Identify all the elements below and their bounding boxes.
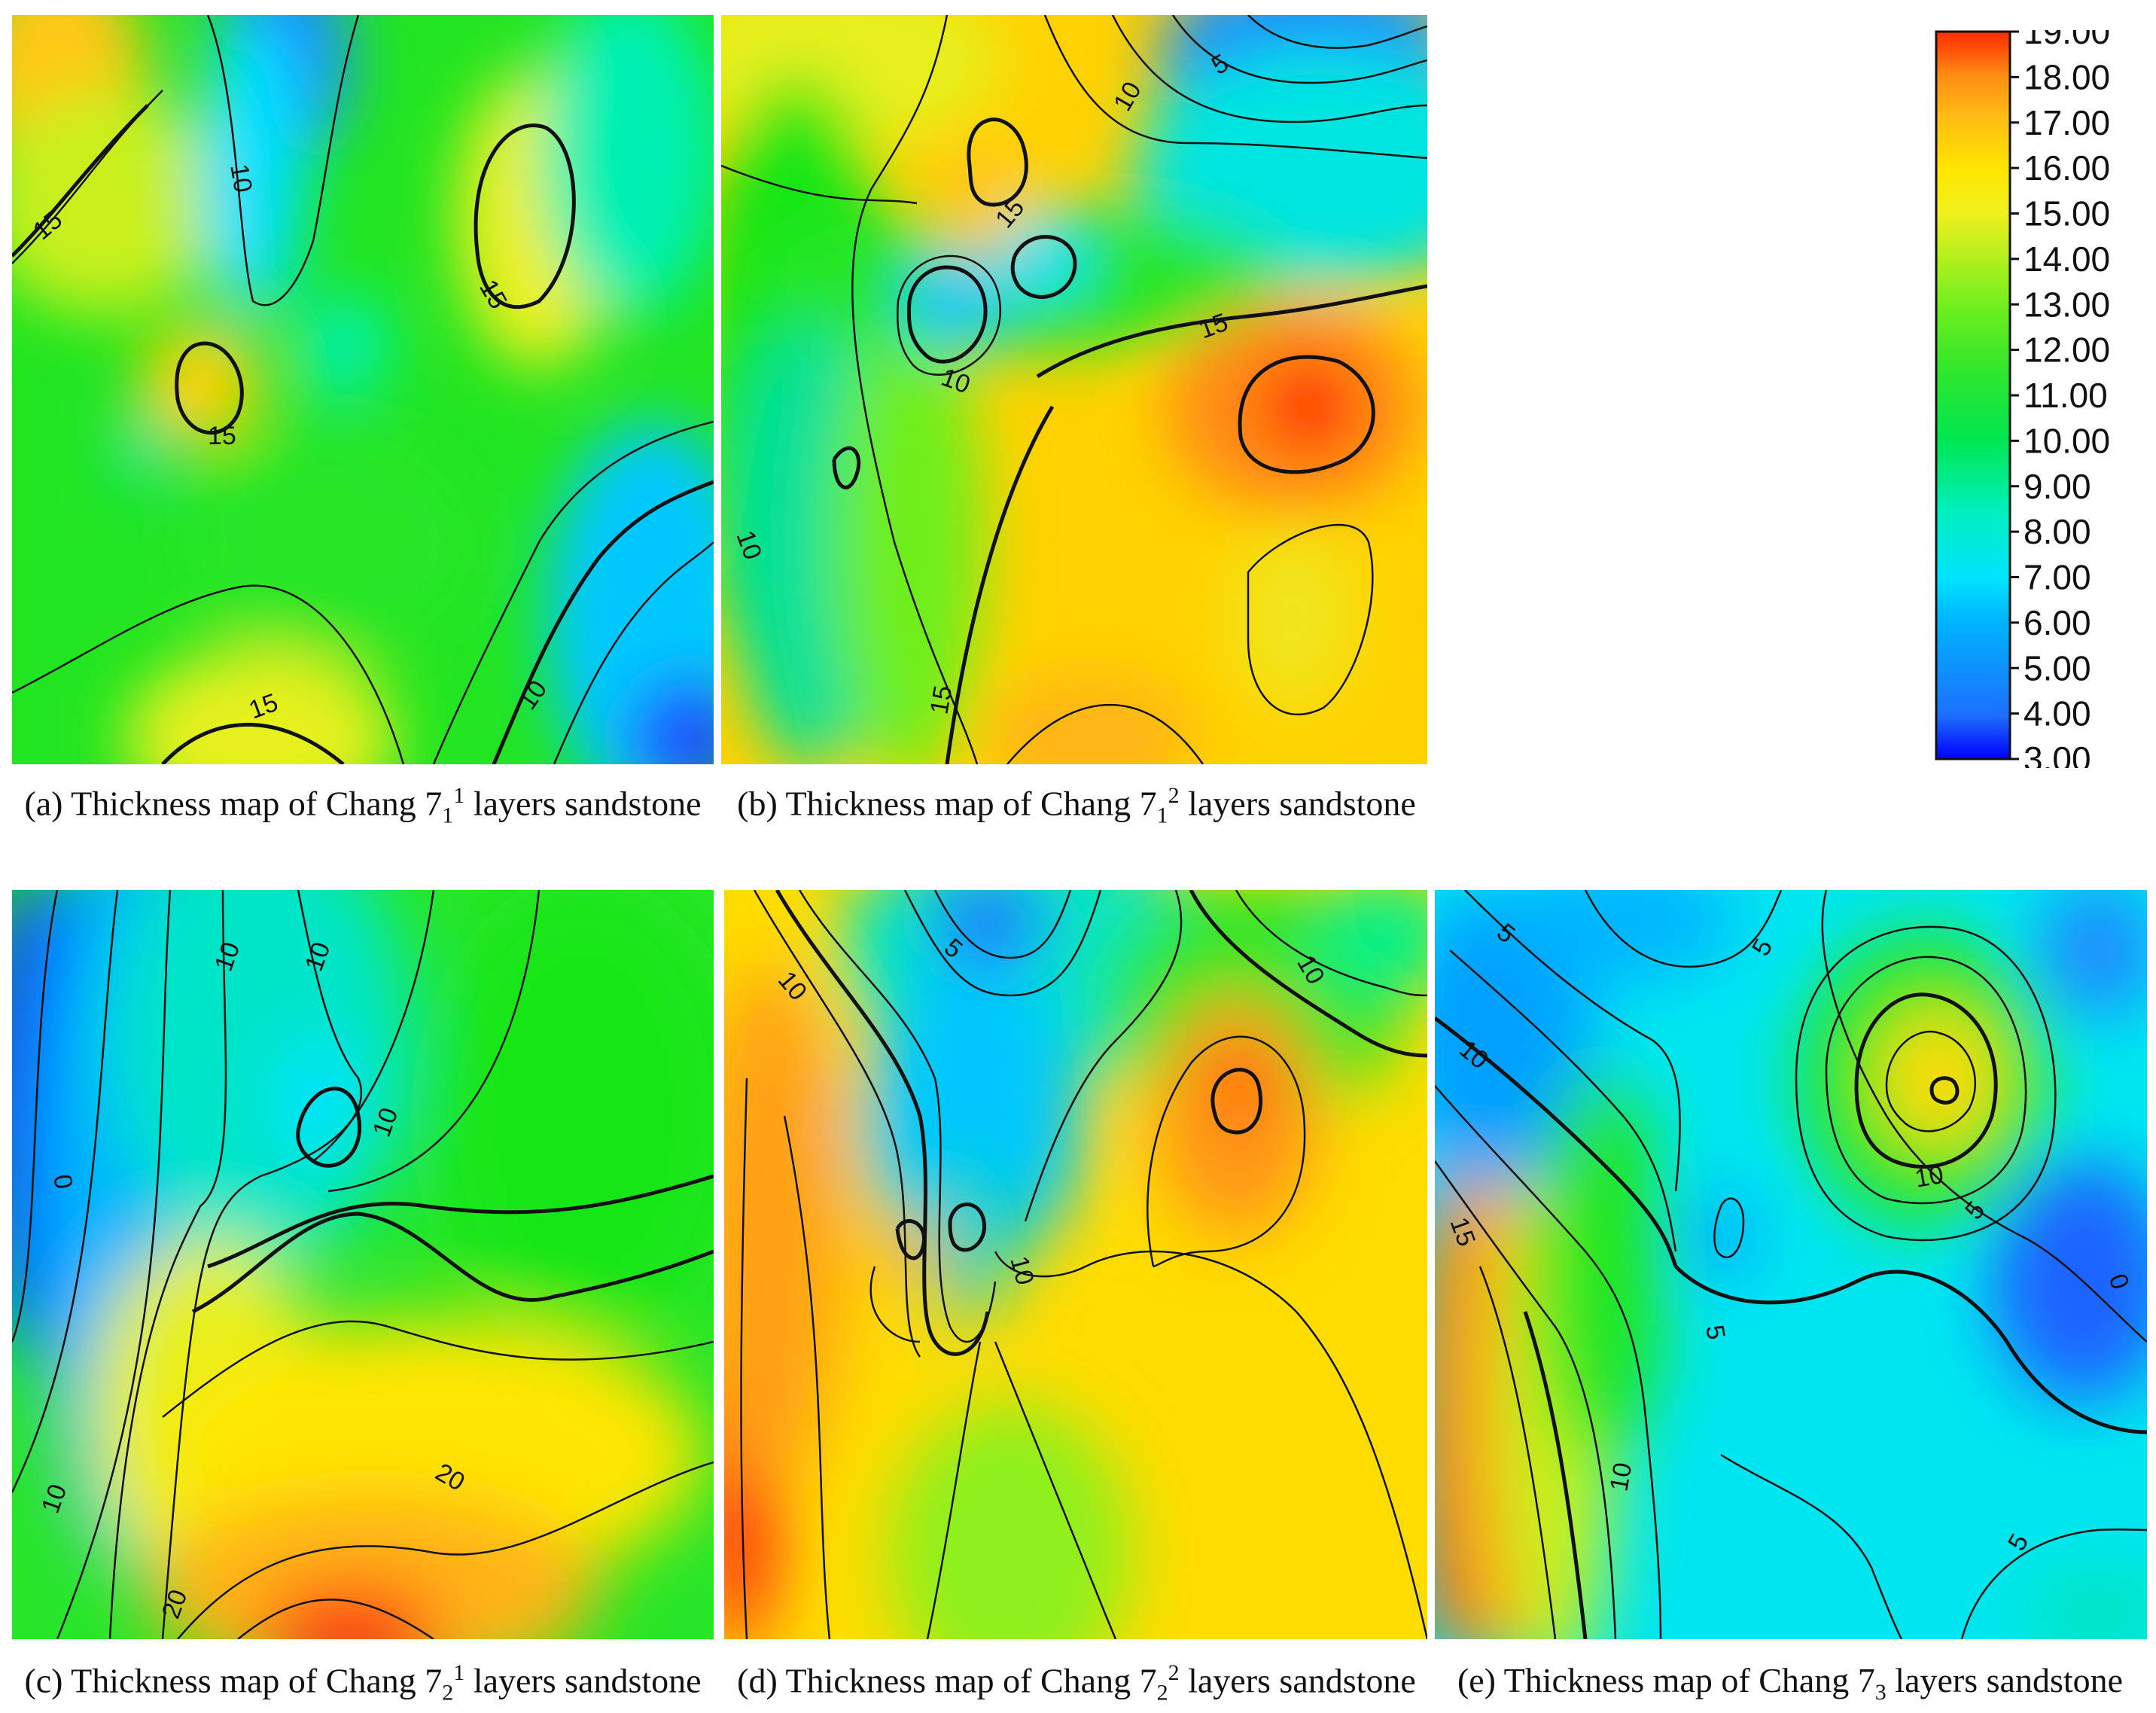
contour-label: 15 <box>924 684 958 717</box>
colorbar-tick-label: 11.00 <box>2024 376 2108 415</box>
contour-label: 10 <box>1604 1461 1637 1494</box>
colorbar-tick-label: 17.00 <box>2024 103 2110 142</box>
caption-panel-d: (d) Thickness map of Chang 722 layers sa… <box>737 1660 1416 1705</box>
map-panel-c: 10 10 10 0 20 10 20 <box>12 890 714 1639</box>
colorbar-tick-label: 4.00 <box>2024 694 2091 733</box>
colorbar-tick-label: 5.00 <box>2024 648 2091 687</box>
contour-label: 10 <box>1913 1160 1946 1193</box>
map-panel-a: 15 10 15 15 15 10 <box>12 15 714 764</box>
colorbar-gradient <box>1935 30 2011 760</box>
colorbar-tick-label: 10.00 <box>2024 421 2110 460</box>
colorbar-tick-label: 13.00 <box>2024 285 2110 324</box>
colorbar-tick-label: 18.00 <box>2024 57 2110 96</box>
caption-panel-a: (a) Thickness map of Chang 711 layers sa… <box>24 783 702 828</box>
colorbar-tick-label: 3.00 <box>2024 739 2091 768</box>
caption-panel-e: (e) Thickness map of Chang 73 layers san… <box>1457 1661 2124 1705</box>
colorbar-tick-label: 12.00 <box>2024 331 2110 370</box>
colorbar-tick-label: 16.00 <box>2024 148 2110 187</box>
colorbar-tick-label: 19.00 <box>2024 30 2110 51</box>
colorbar-tick-label: 7.00 <box>2024 558 2091 597</box>
contour-label: 10 <box>224 162 257 195</box>
colorbar-tick-label: 9.00 <box>2024 467 2091 506</box>
colorbar-tick-label: 15.00 <box>2024 194 2110 233</box>
contour-label: 15 <box>208 422 236 450</box>
map-panel-e: 5 5 10 10 5 0 15 5 10 5 <box>1435 890 2147 1639</box>
caption-panel-c: (c) Thickness map of Chang 721 layers sa… <box>24 1660 702 1705</box>
colorbar-tick-label: 8.00 <box>2024 512 2091 551</box>
colorbar-tick-label: 14.00 <box>2024 239 2110 279</box>
colorbar-tick-label: 6.00 <box>2024 603 2091 642</box>
caption-panel-b: (b) Thickness map of Chang 712 layers sa… <box>737 783 1416 828</box>
map-panel-d: 10 5 10 10 <box>724 890 1427 1639</box>
colorbar-legend: 19.00 18.00 17.00 16.00 15.00 14.00 13.00 12.00… <box>1935 12 2138 779</box>
map-panel-b: 5 10 15 15 10 10 15 <box>721 15 1427 764</box>
